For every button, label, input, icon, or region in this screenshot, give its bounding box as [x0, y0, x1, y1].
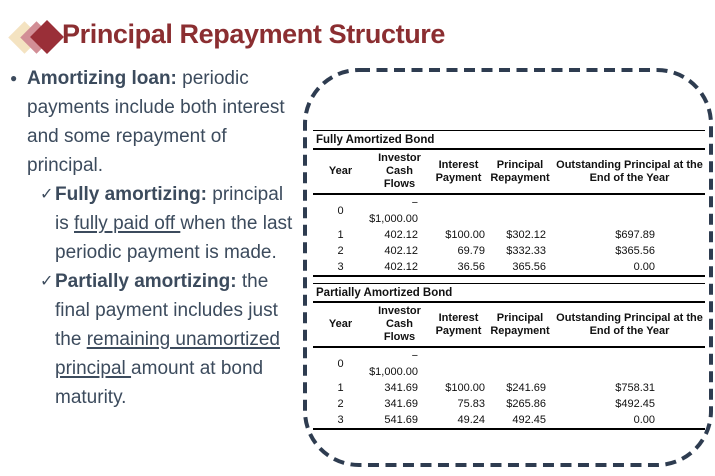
- fully-amortized-table: Fully Amortized Bond Year Investor Cash …: [313, 130, 705, 277]
- column-header-interest-payment: Interest Payment: [431, 302, 486, 348]
- page-title: Principal Repayment Structure: [62, 19, 446, 49]
- table-cell: 0: [337, 358, 344, 370]
- table-cell: $492.45: [615, 398, 656, 410]
- table-cell: 402.12: [384, 261, 418, 273]
- table-header-row: Year Investor Cash Flows Interest Paymen…: [313, 149, 705, 195]
- table-cell: [486, 194, 554, 227]
- table-row: 3 541.69 49.24 492.45 0.00: [313, 412, 705, 429]
- underlined-phrase: remaining unamortized principal: [55, 329, 280, 379]
- partially-amortized-table: Partially Amortized Bond Year Investor C…: [313, 283, 706, 430]
- table-cell: [486, 347, 554, 380]
- sub-bullet-partially: ✓ Partially amortizing: the final paymen…: [40, 267, 310, 412]
- table-cell: $265.86: [506, 398, 546, 410]
- table-row: 0 −$1,000.00: [313, 194, 705, 227]
- table-title: Fully Amortized Bond: [313, 130, 705, 150]
- table-cell: 36.56: [457, 261, 485, 273]
- sub-bullet-fully: ✓ Fully amortizing: principal is fully p…: [40, 180, 310, 267]
- table-cell: 2: [337, 245, 344, 257]
- table-cell: 3: [337, 414, 344, 426]
- table-cell: [554, 194, 705, 227]
- table-row: 1 341.69 $100.00 $241.69 $758.31: [313, 380, 705, 396]
- table-cell: 69.79: [457, 245, 485, 257]
- column-header-investor-cash-flows: Investor Cash Flows: [368, 302, 431, 348]
- bullet-text-block: ● Amortizing loan: periodic payments inc…: [10, 64, 310, 412]
- table-cell: $758.31: [615, 382, 656, 394]
- bullet-body: periodic payments include both interest …: [27, 68, 285, 176]
- table-row: 2 341.69 75.83 $265.86 $492.45: [313, 396, 705, 412]
- tables-panel: Fully Amortized Bond Year Investor Cash …: [303, 68, 713, 467]
- table-cell: 3: [337, 261, 344, 273]
- bullet-body: principal is: [55, 184, 284, 234]
- column-header-outstanding-principal: Outstanding Principal at the End of the …: [554, 149, 705, 195]
- main-bullet: ● Amortizing loan: periodic payments inc…: [10, 64, 310, 180]
- sub-bullet-partially-text: Partially amortizing: the final payment …: [55, 267, 310, 412]
- column-header-interest-payment: Interest Payment: [431, 149, 486, 195]
- check-icon: ✓: [40, 186, 54, 203]
- table-row: 2 402.12 69.79 $332.33 $365.56: [313, 243, 705, 259]
- table-cell: [431, 194, 486, 227]
- table-cell: 341.69: [384, 382, 418, 394]
- table-header-row: Year Investor Cash Flows Interest Paymen…: [313, 302, 706, 348]
- table-cell: $100.00: [445, 229, 485, 241]
- table-title-row: Partially Amortized Bond: [313, 283, 706, 303]
- table-row: 3 402.12 36.56 365.56 0.00: [313, 259, 705, 276]
- bold-lead: Partially amortizing:: [55, 271, 237, 292]
- bullet-body: when the last periodic payment is made.: [55, 213, 293, 263]
- table-cell: 541.69: [384, 414, 418, 426]
- table-cell: 2: [337, 398, 344, 410]
- bullet-body: amount at bond maturity.: [55, 358, 264, 408]
- table-cell: [554, 347, 705, 380]
- column-header-principal-repayment: Principal Repayment: [486, 302, 554, 348]
- table-cell: 402.12: [384, 229, 418, 241]
- sub-bullet-fully-text: Fully amortizing: principal is fully pai…: [55, 180, 310, 267]
- table-title: Partially Amortized Bond: [313, 283, 706, 303]
- column-header-principal-repayment: Principal Repayment: [486, 149, 554, 195]
- column-header-year: Year: [313, 149, 368, 195]
- bold-lead: Fully amortizing:: [55, 184, 207, 205]
- table-cell: 75.83: [457, 398, 485, 410]
- table-cell: 0.00: [633, 414, 656, 426]
- table-cell: [431, 347, 486, 380]
- dashed-border: [303, 68, 713, 467]
- table-cell: $332.33: [506, 245, 546, 257]
- table-cell: 492.45: [512, 414, 546, 426]
- table-cell: $302.12: [506, 229, 546, 241]
- table-row: 1 402.12 $100.00 $302.12 $697.89: [313, 227, 705, 243]
- table-cell: $100.00: [445, 382, 485, 394]
- table-cell: 1: [337, 229, 344, 241]
- bullet-icon: ●: [10, 71, 18, 85]
- table-cell: 365.56: [512, 261, 546, 273]
- table-cell: 0.00: [633, 261, 655, 273]
- column-header-outstanding-principal: Outstanding Principal at the End of the …: [554, 302, 706, 348]
- table-row: 0 −$1,000.00: [313, 347, 705, 380]
- bold-lead: Amortizing loan:: [27, 68, 177, 89]
- title-diamonds-icon: [0, 0, 70, 65]
- table-cell: 1: [337, 382, 344, 394]
- main-bullet-text: Amortizing loan: periodic payments inclu…: [27, 64, 310, 180]
- table-cell: $365.56: [615, 245, 655, 257]
- column-header-investor-cash-flows: Investor Cash Flows: [368, 149, 431, 195]
- table-cell: $241.69: [506, 382, 546, 394]
- table-cell: −$1,000.00: [369, 350, 418, 378]
- underlined-phrase: fully paid off: [74, 213, 181, 234]
- bullet-body: the final payment includes just the: [55, 271, 278, 350]
- check-icon: ✓: [40, 273, 54, 290]
- table-title-row: Fully Amortized Bond: [313, 130, 705, 150]
- table-cell: 402.12: [384, 245, 418, 257]
- table-cell: −$1,000.00: [369, 197, 418, 225]
- table-cell: $697.89: [615, 229, 655, 241]
- table-cell: 0: [337, 205, 344, 217]
- table-cell: 341.69: [384, 398, 418, 410]
- table-cell: 49.24: [457, 414, 485, 426]
- column-header-year: Year: [313, 302, 368, 348]
